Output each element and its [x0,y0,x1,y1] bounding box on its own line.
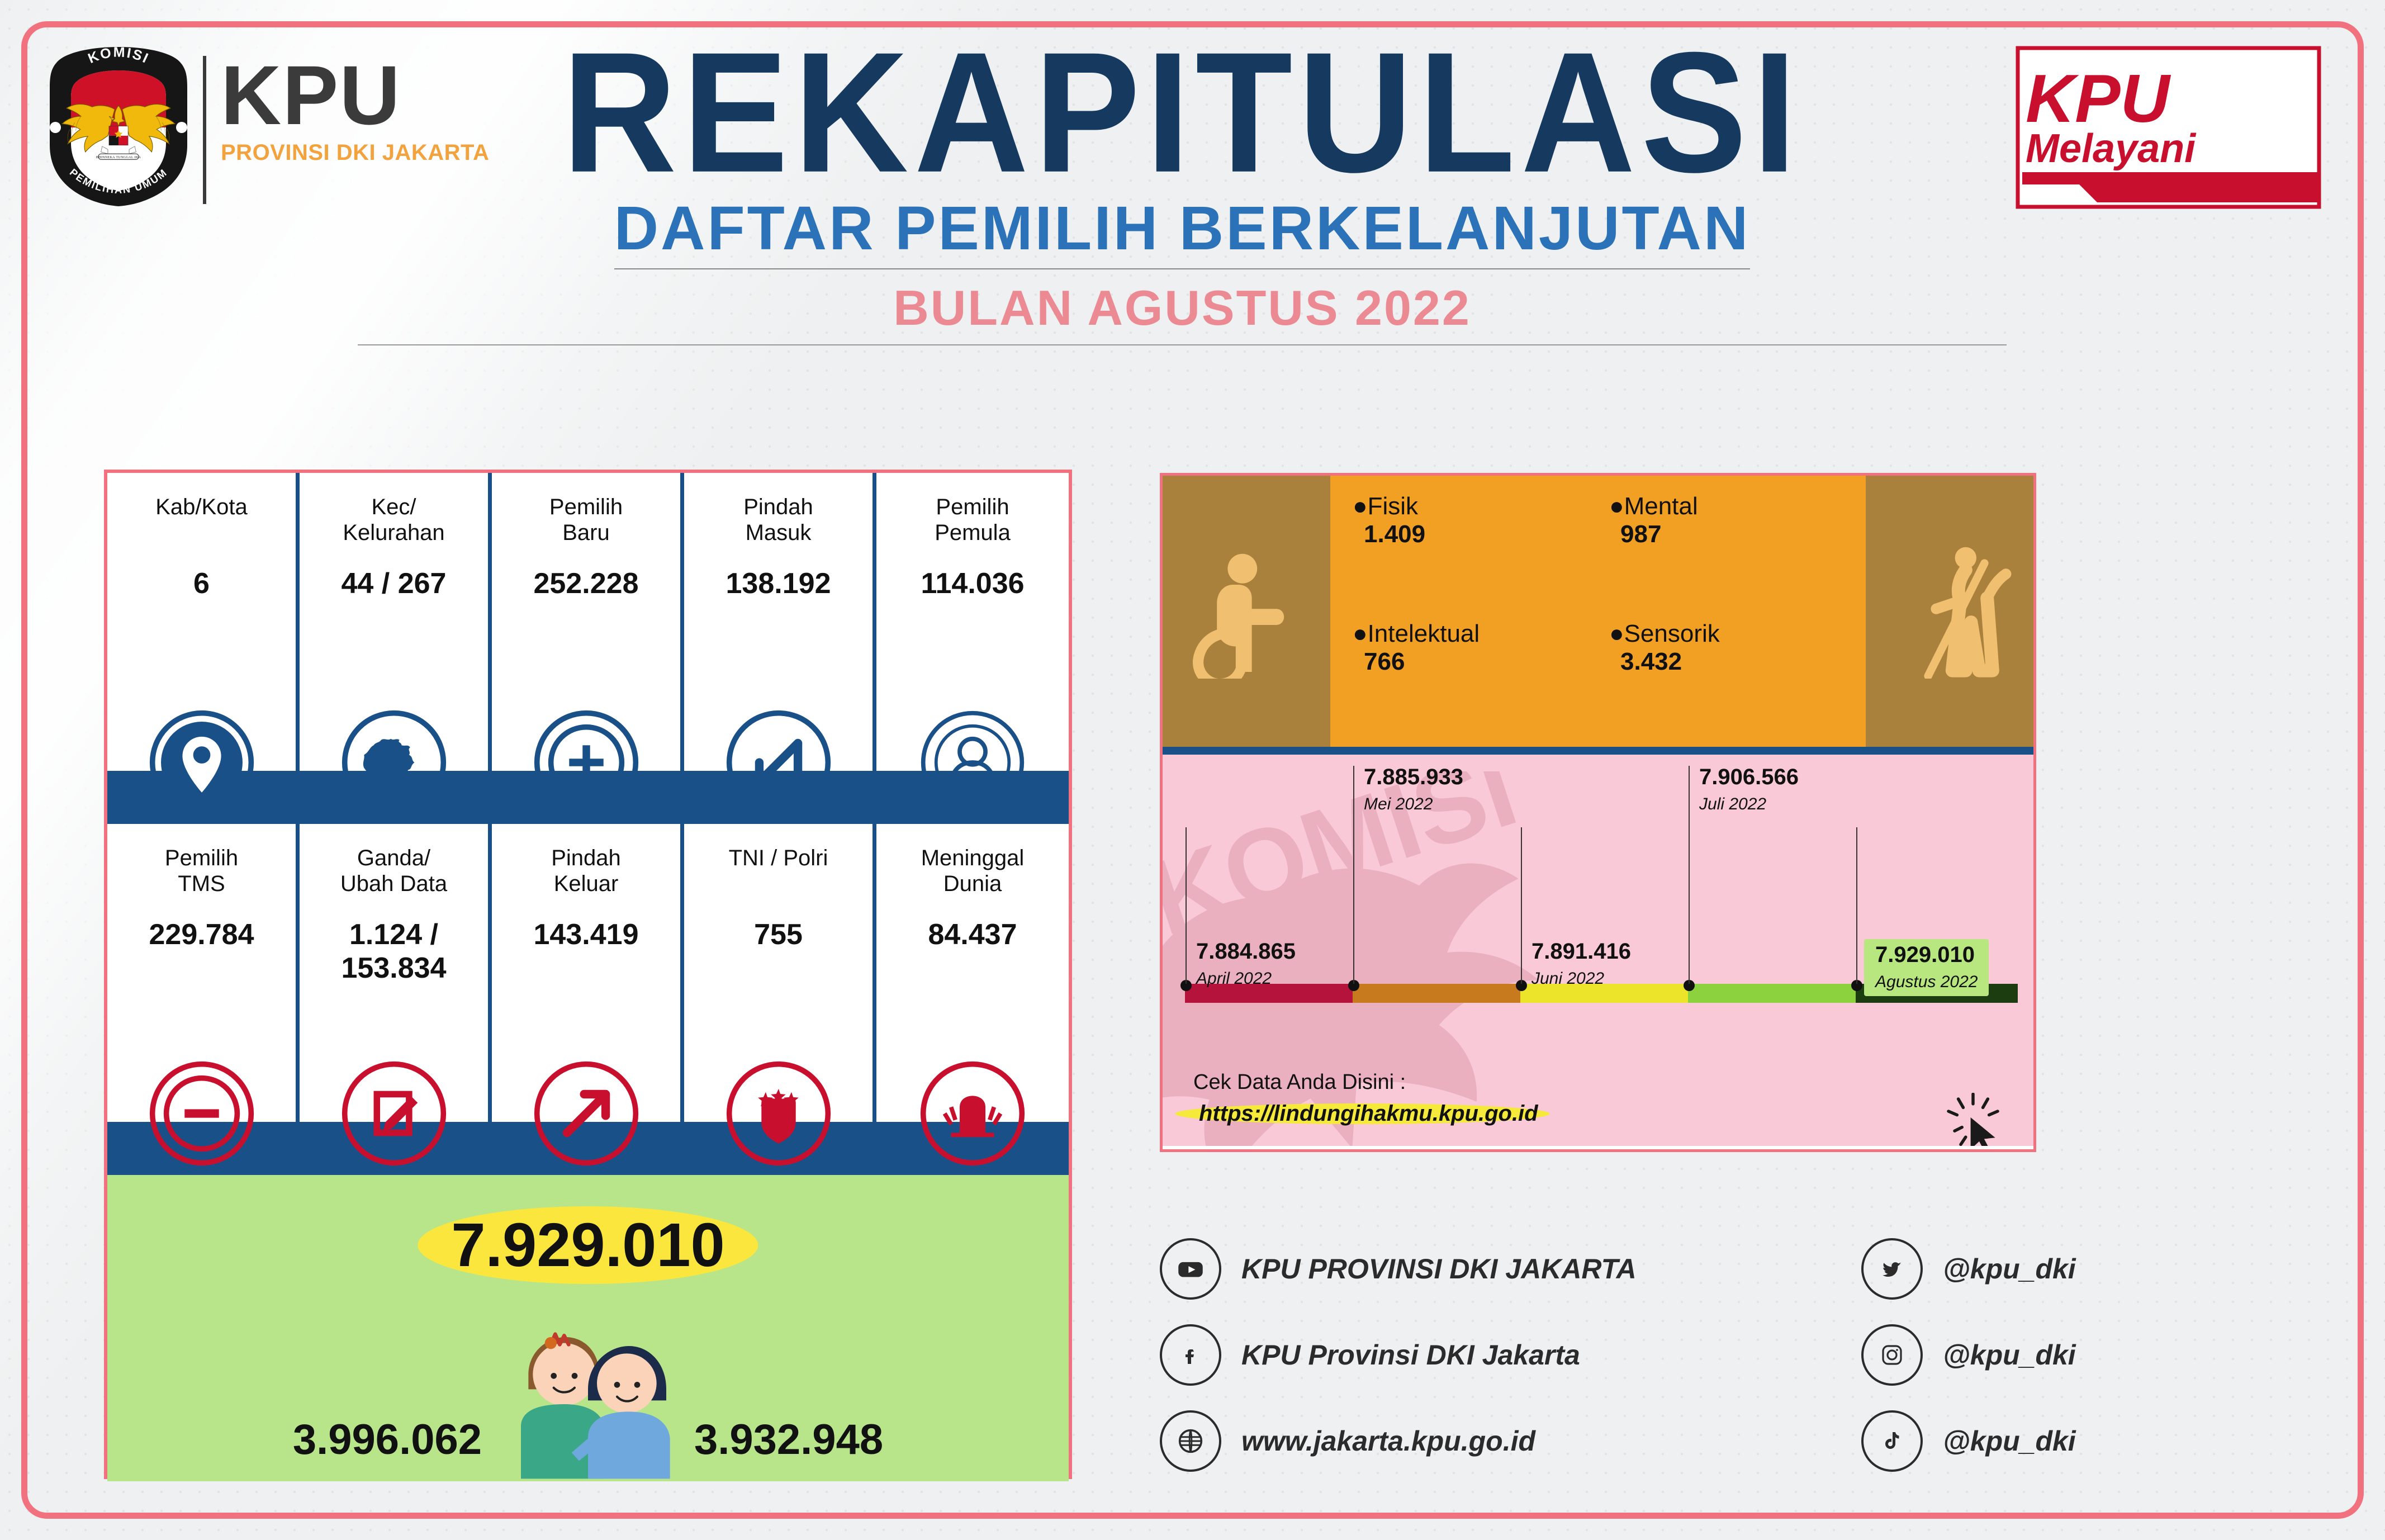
svg-text:KPU: KPU [2026,60,2171,136]
svg-text:Melayani: Melayani [2026,126,2197,171]
svg-text:BHINNEKA TUNGGAL IKA: BHINNEKA TUNGGAL IKA [96,156,141,159]
svg-text:www.jakarta.kpu.go.id: www.jakarta.kpu.go.id [2025,170,2155,184]
